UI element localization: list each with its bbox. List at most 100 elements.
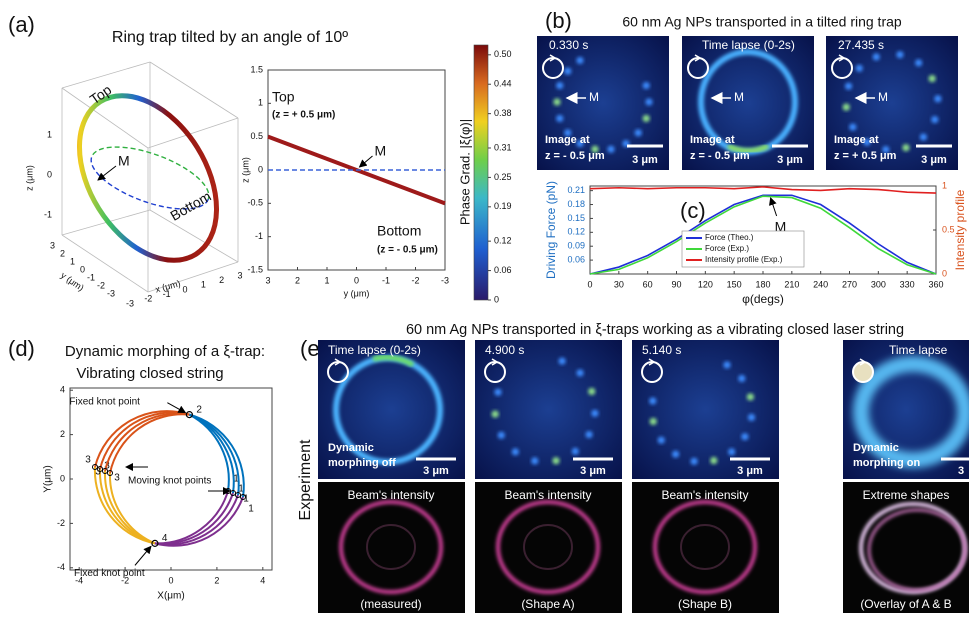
x-tick-label: 0	[182, 284, 187, 294]
particle	[576, 369, 583, 376]
x-tick-label: 330	[900, 279, 915, 289]
axis-label: φ(degs)	[742, 292, 784, 306]
colorbar	[474, 45, 488, 300]
caption: morphing on	[853, 457, 920, 469]
timestamp: Time lapse (0-2s)	[328, 343, 421, 357]
particle	[658, 437, 665, 444]
x-tick-label: -2	[144, 294, 152, 304]
particle	[738, 375, 745, 382]
particle	[591, 410, 598, 417]
x-tick-label: 90	[671, 279, 681, 289]
y-tick-label: 0	[258, 164, 263, 174]
particle	[849, 124, 856, 131]
knot-label: 1	[248, 504, 254, 515]
x-tick-label: 2	[214, 575, 219, 585]
caption: Image at	[690, 134, 735, 146]
particle	[741, 433, 748, 440]
x-tick-label: 270	[842, 279, 857, 289]
point-label: 2	[196, 404, 202, 415]
y-tick-label: 0	[60, 473, 65, 483]
caption: z = - 0.5 μm	[545, 150, 605, 162]
point-label: 4	[162, 533, 168, 544]
timestamp: Time lapse	[889, 343, 948, 357]
annotation: Fixed knot point	[74, 568, 145, 579]
y-tick-label: -1	[87, 272, 95, 282]
particle	[556, 82, 563, 89]
particle	[929, 75, 936, 82]
colorbar-tick-label: 0	[494, 294, 499, 304]
scale-label: 3 μm	[580, 465, 606, 477]
panel-label: (b)	[545, 8, 572, 33]
particle	[650, 418, 657, 425]
axis-label: Driving Force (pN)	[544, 181, 558, 279]
y-tick-label: -4	[57, 562, 65, 572]
knot-label: 3	[95, 467, 101, 478]
axis-label: z (μm)	[24, 165, 34, 191]
colorbar-tick-label: 0.31	[494, 142, 512, 152]
caption: Image at	[834, 134, 879, 146]
caption: Dynamic	[328, 442, 374, 454]
particle	[723, 361, 730, 368]
particle	[643, 82, 650, 89]
particle	[710, 457, 717, 464]
colorbar-tick-label: 0.12	[494, 236, 512, 246]
timestamp: 27.435 s	[838, 38, 884, 52]
x-tick-label: 300	[871, 279, 886, 289]
particle	[553, 98, 560, 105]
legend-label: Force (Exp.)	[705, 244, 749, 253]
x-tick-label: 150	[727, 279, 742, 289]
x-tick-label: 3	[265, 275, 270, 285]
timestamp: 4.900 s	[485, 343, 524, 357]
caption: (Shape B)	[678, 597, 732, 611]
particle	[728, 448, 735, 455]
caption: (Overlay of A & B	[860, 597, 951, 611]
particle	[920, 133, 927, 140]
caption: Extreme shapes	[863, 488, 950, 502]
panel-title: Vibrating closed string	[76, 365, 223, 382]
x-tick-label: 240	[813, 279, 828, 289]
annotation: Top	[272, 89, 295, 105]
particle	[559, 358, 566, 365]
annotation: M	[589, 90, 599, 104]
figure: (a) Ring trap tilted by an angle of 10º To…	[0, 0, 969, 617]
x-tick-label: 60	[643, 279, 653, 289]
y2-tick-label: 0	[942, 268, 947, 278]
particle	[934, 95, 941, 102]
y-tick-label: -2	[57, 518, 65, 528]
caption: (Shape A)	[521, 597, 574, 611]
colorbar-tick-label: 0.44	[494, 79, 512, 89]
annotation: (z = - 0.5 μm)	[377, 245, 438, 256]
y-tick-label: 1.5	[250, 64, 263, 74]
particle	[902, 144, 909, 151]
particle	[649, 397, 656, 404]
axis-label: Intensity profile	[953, 189, 967, 270]
panel-title: 60 nm Ag NPs transported in ξ-traps work…	[406, 322, 904, 338]
scale-label: 3	[958, 465, 964, 477]
z-tick-label: 1	[47, 129, 52, 139]
x-tick-label: 210	[784, 279, 799, 289]
y-tick-label: -2	[97, 280, 105, 290]
caption: (measured)	[360, 597, 421, 611]
panel-label: (a)	[8, 12, 35, 37]
x-tick-label: 180	[755, 279, 770, 289]
panel-title: Ring trap tilted by an angle of 10º	[112, 29, 348, 46]
x-tick-label: -3	[126, 298, 134, 308]
y-tick-label: 0.15	[567, 213, 585, 223]
particle	[552, 457, 559, 464]
caption: Beam's intensity	[505, 488, 592, 502]
z-tick-label: -1	[44, 209, 52, 219]
knot-label: 3	[85, 455, 91, 466]
particle	[843, 104, 850, 111]
scale-label: 3 μm	[921, 154, 947, 166]
legend-label: Intensity profile (Exp.)	[705, 255, 783, 264]
particle	[643, 115, 650, 122]
particle	[635, 129, 642, 136]
annotation: Fixed knot point	[69, 396, 140, 407]
y-tick-label: 0.5	[250, 131, 263, 141]
colorbar-label: Phase Grad. |ξ(φ)|	[457, 119, 472, 225]
y-tick-label: 4	[60, 385, 65, 395]
y-tick-label: -0.5	[247, 198, 263, 208]
panel-label: (d)	[8, 336, 35, 361]
particle	[896, 51, 903, 58]
colorbar-tick-label: 0.38	[494, 108, 512, 118]
